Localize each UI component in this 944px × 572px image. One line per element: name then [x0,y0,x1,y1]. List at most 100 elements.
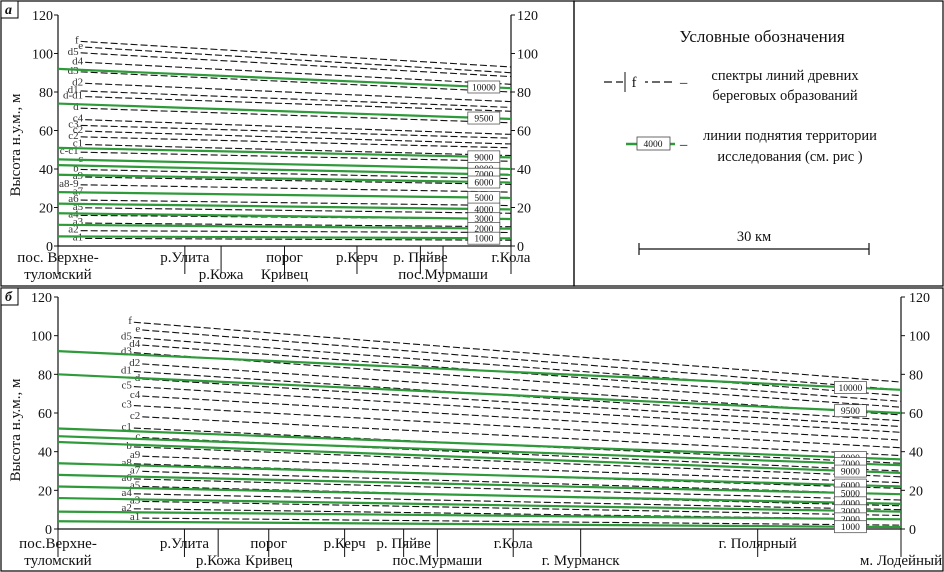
shoreline-spectrum-label: a6 [121,472,132,484]
shoreline-spectrum-label: c3 [121,399,132,411]
uplift-isoline [57,373,902,415]
shoreline-spectrum-line [85,119,512,135]
uplift-isoline-label: 6000 [474,179,493,189]
uplift-isoline-label-box [467,111,501,125]
location-label: порог [250,536,287,552]
location-label: Кривец [261,267,308,283]
shoreline-spectrum-line [85,61,512,85]
shoreline-spectrum-line [85,144,512,157]
uplift-isoline [57,223,512,230]
y-tick-label-right: 80 [517,86,531,101]
y-tick-label-left: 100 [32,48,53,63]
y-tick-label-left: 100 [31,330,52,345]
scale-bar-label: 30 км [737,229,771,245]
shoreline-spectrum-line [85,130,512,145]
shoreline-spectrum-line [85,176,512,185]
shoreline-spectrum-label: c1 [73,138,83,150]
shoreline-spectrum-line [142,455,902,484]
uplift-isoline-label-box [834,404,867,418]
y-tick-label-left: 80 [38,368,52,383]
uplift-isoline [57,235,512,240]
location-label: г. Полярный [719,536,797,552]
shoreline-spectrum-line [142,416,902,457]
uplift-isoline-label: 1000 [474,235,493,245]
shoreline-spectrum-label: d5 [121,331,133,343]
shoreline-spectrum-label: a1 [130,511,140,523]
uplift-isoline [57,485,902,505]
shoreline-spectrum-label: a9 [130,449,141,461]
shoreline-spectrum-label: a3 [73,216,84,228]
shoreline-spectrum-label: c5 [121,380,132,392]
shoreline-spectrum-line [133,321,902,383]
panel-b-label-box [0,287,19,306]
shoreline-spectrum-line [133,386,902,433]
uplift-isoline [57,164,512,176]
shoreline-spectrum-label: d [73,101,79,113]
shoreline-spectrum-line [133,493,902,511]
uplift-isoline-label: 10000 [839,384,863,394]
shoreline-spectrum-label: d4 [72,55,84,67]
shoreline-spectrum-line [133,336,902,397]
shoreline-spectrum-line [133,508,902,520]
uplift-isoline [57,435,902,467]
location-label: р. Пяйве [393,250,448,266]
legend-uplift-value: 4000 [644,140,663,150]
uplift-isoline-label-box [467,175,501,189]
uplift-isoline-label-box [467,231,501,245]
legend-uplift-dash: – [679,137,688,153]
shoreline-spectrum-label: c [135,431,140,443]
y-tick-label-right: 60 [909,407,923,422]
location-label: туломский [24,553,91,569]
y-tick-label-left: 60 [38,407,52,422]
shoreline-spectrum-line [80,136,512,149]
y-tick-label-right: 100 [517,48,538,63]
legend-spectra-symbol: f [604,72,672,92]
uplift-isoline [57,202,512,211]
shoreline-spectrum-line [142,500,902,517]
legend-uplift-text-1: линии поднятия территории [703,128,877,144]
shoreline-spectrum-label: b [126,440,132,452]
shoreline-spectrum-label: d3 [68,65,80,77]
location-label: пос.Мурмаши [398,267,488,283]
y-tick-label-right: 20 [909,484,923,499]
location-label: г. Мурманск [542,553,620,569]
shoreline-spectrum-label: c1 [121,421,131,433]
uplift-isoline-label: 9000 [474,153,493,163]
uplift-isoline-label: 9500 [474,115,493,125]
y-tick-label-left: 0 [46,240,53,255]
uplift-isoline-label: 5000 [841,490,860,500]
shoreline-spectrum-line [80,199,512,207]
uplift-isoline-label: 6000 [841,482,860,492]
y-tick-label-right: 40 [909,446,923,461]
panel-b-ylabel: Высота н.у.м., м [8,378,24,481]
location-label: Кривец [245,553,292,569]
shoreline-spectrum-line [80,124,512,139]
y-tick-label-right: 0 [517,240,524,255]
uplift-isoline-label-box [834,464,867,478]
uplift-isoline-label: 3000 [474,215,493,225]
uplift-isoline [57,496,902,513]
location-label: м. Лодейный [860,553,942,569]
uplift-isoline-label: 1000 [841,523,860,533]
uplift-isoline-label: 4000 [474,206,493,216]
shoreline-spectrum-label: a5 [73,201,84,213]
location-label: г.Кола [494,536,533,552]
scale-bar [638,243,870,255]
y-tick-label-left: 40 [38,446,52,461]
uplift-isoline-label-box [467,80,501,94]
shoreline-spectrum-label: b [73,162,79,174]
uplift-isoline [57,146,512,159]
shoreline-spectrum-label: f [128,315,132,327]
y-tick-label-right: 0 [909,523,916,538]
legend-spectra-text-1: спектры линий древних [711,68,859,84]
shoreline-spectrum-line [80,71,512,93]
shoreline-spectrum-line [80,184,512,193]
shoreline-spectrum-label: c2 [68,130,78,142]
uplift-isoline-label: 10000 [472,83,496,93]
shoreline-spectrum-line [133,478,902,501]
uplift-isoline [57,510,902,521]
uplift-isoline-label-box [834,520,867,534]
y-tick-label-right: 120 [909,291,930,306]
shoreline-spectrum-line [133,352,902,408]
shoreline-spectrum-line [80,230,512,234]
